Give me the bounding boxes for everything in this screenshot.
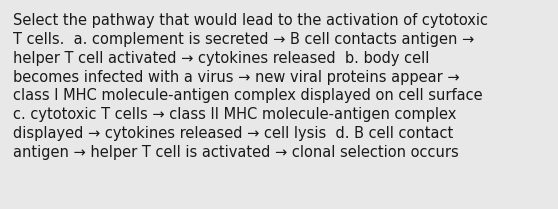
Text: Select the pathway that would lead to the activation of cytotoxic
T cells.  a. c: Select the pathway that would lead to th… <box>13 13 488 160</box>
